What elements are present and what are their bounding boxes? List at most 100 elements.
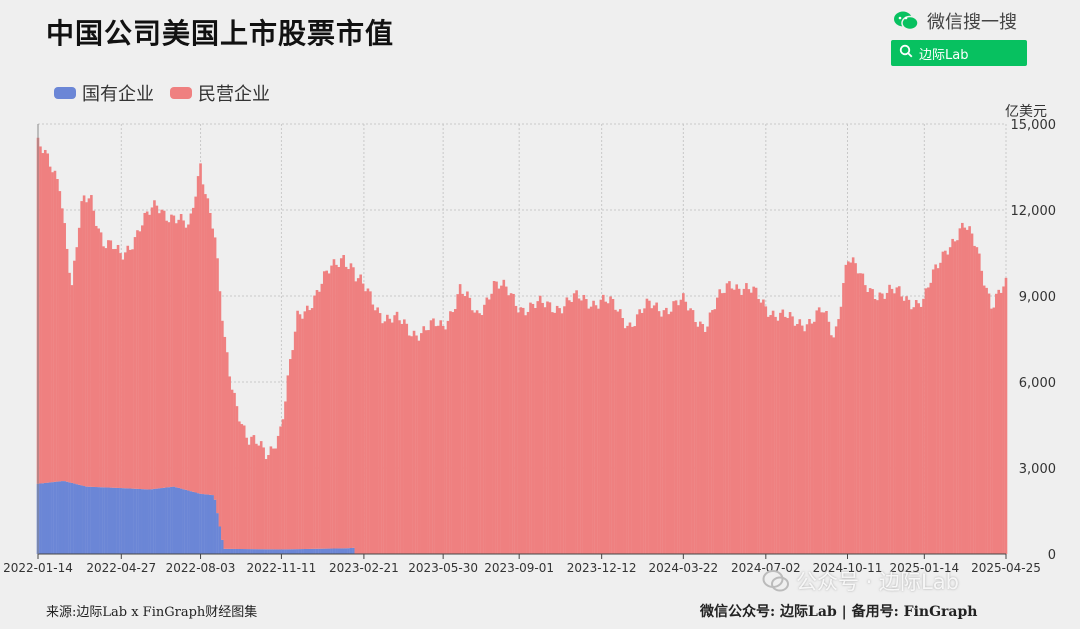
bar-state [141, 489, 144, 554]
bar-private [92, 210, 96, 487]
bar-private [136, 230, 139, 489]
legend-item-private[interactable]: 民营企业 [170, 80, 270, 106]
y-tick-label: 3,000 [1019, 462, 1056, 477]
bar-state [228, 548, 231, 554]
bar-state [51, 482, 54, 554]
bar-private [223, 336, 227, 549]
bar-private [568, 300, 571, 554]
bar-state [272, 549, 275, 554]
bar-private [284, 401, 287, 550]
legend-item-state[interactable]: 国有企业 [54, 80, 154, 106]
bar-private [808, 318, 811, 554]
bar-private [655, 302, 658, 554]
bar-private [992, 307, 996, 554]
bar-state [250, 549, 253, 554]
x-tick-label: 2025-01-14 [889, 561, 959, 575]
bar-private [662, 310, 666, 554]
bar-state [296, 549, 299, 554]
bar-private [43, 149, 47, 483]
bar-private [70, 285, 74, 483]
bar-state [160, 488, 164, 554]
bar-private [155, 205, 159, 489]
bar-private [412, 330, 416, 554]
search-button[interactable]: 边际Lab [891, 40, 1027, 66]
bar-private [242, 425, 246, 550]
bar-private [844, 264, 848, 554]
watermark-icon [762, 570, 789, 592]
y-tick-label: 12,000 [1011, 204, 1057, 219]
bar-private [386, 314, 389, 554]
bar-private [65, 248, 69, 482]
legend: 国有企业 民营企业 [54, 80, 270, 106]
bar-private [107, 240, 110, 488]
bar-private [230, 389, 234, 549]
bar-private [614, 309, 617, 554]
bar-state [298, 549, 302, 554]
wechat-search-header[interactable]: 微信搜一搜 [893, 8, 1017, 34]
bar-private [565, 297, 569, 554]
bar-private [922, 298, 925, 554]
bar-private [143, 212, 147, 490]
bar-private [531, 303, 535, 554]
bar-private [470, 310, 474, 554]
bar-private [720, 293, 724, 554]
bar-private [116, 244, 120, 488]
bar-private [774, 316, 777, 554]
bar-private [752, 286, 755, 554]
bar-private [383, 321, 387, 554]
bar-state [111, 487, 115, 554]
bar-private [245, 437, 248, 550]
bar-state [191, 491, 195, 554]
bar-private [257, 445, 261, 550]
bar-private [141, 225, 144, 490]
x-tick-label: 2024-03-22 [648, 561, 718, 575]
bar-private [315, 290, 319, 549]
bar-state [196, 493, 200, 554]
bar-private [189, 213, 193, 492]
bar-private [458, 284, 462, 554]
bar-private [645, 298, 649, 554]
bar-private [582, 294, 586, 554]
bar-state [172, 486, 176, 554]
bar-private [204, 194, 207, 495]
bar-private [907, 299, 911, 554]
bar-private [410, 336, 413, 554]
bar-private [798, 319, 802, 554]
bar-private [735, 284, 739, 554]
bar-private [354, 281, 358, 554]
bar-private [902, 300, 906, 554]
bar-private [381, 323, 384, 554]
bar-state [170, 486, 173, 554]
bar-state [82, 486, 86, 554]
bar-private [216, 258, 219, 514]
bar-private [745, 283, 748, 554]
bar-private [747, 289, 751, 554]
bar-private [815, 310, 819, 554]
bar-private [803, 331, 806, 554]
bar-private [512, 293, 515, 554]
bar-state [218, 526, 222, 554]
bar-state [269, 549, 273, 554]
bar-private [791, 316, 794, 554]
bar-private [347, 269, 350, 549]
bar-private [837, 319, 840, 554]
bar-private [730, 288, 734, 554]
bar-private [124, 252, 127, 489]
bar-private [366, 288, 370, 554]
bar-private [783, 316, 787, 554]
bar-private [395, 311, 399, 554]
bar-private [233, 392, 236, 549]
bar-state [92, 486, 96, 554]
bar-private [999, 292, 1003, 554]
bar-private [534, 308, 537, 554]
bar-state [318, 548, 321, 554]
bar-state [322, 548, 326, 554]
bar-private [126, 245, 130, 489]
bar-private [623, 328, 627, 554]
bar-private [706, 326, 709, 554]
bar-private [878, 292, 882, 554]
bar-private [888, 284, 891, 554]
bar-private [177, 219, 181, 488]
bar-private [786, 318, 789, 554]
